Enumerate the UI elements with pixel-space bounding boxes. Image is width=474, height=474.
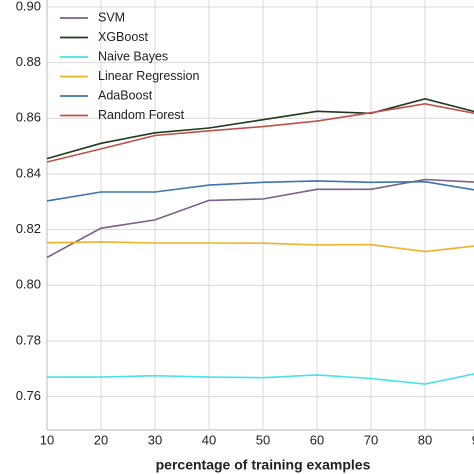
x-tick-label: 90 (472, 432, 474, 447)
legend-label: SVM (98, 10, 125, 24)
labels: 0.76 0.78 0.80 0.82 0.84 0.86 0.88 0.90 10 20 30 40… (16, 0, 474, 447)
x-tick-label: 70 (364, 432, 378, 447)
series-line (46, 97, 474, 160)
grid (46, 0, 474, 431)
x-axis-label: percentage of training examples (156, 457, 371, 473)
series-line (46, 102, 474, 163)
legend-label: Naive Bayes (98, 49, 168, 63)
y-tick-label: 0.82 (16, 221, 41, 236)
y-tick-label: 0.80 (16, 277, 41, 292)
x-tick-label: 40 (202, 432, 216, 447)
y-tick-label: 0.76 (16, 388, 41, 403)
x-tick-label: 10 (40, 432, 54, 447)
x-tick-label: 50 (256, 432, 270, 447)
legend-label: AdaBoost (98, 88, 153, 102)
y-tick-label: 0.90 (16, 0, 41, 13)
x-tick-label: 20 (94, 432, 108, 447)
legend-label: Linear Regression (98, 69, 199, 83)
legend-label: XGBoost (98, 30, 149, 44)
series-line (46, 178, 474, 259)
y-tick-label: 0.86 (16, 110, 41, 125)
y-tick-label: 0.84 (16, 165, 41, 180)
series-line (47, 373, 474, 385)
y-tick-label: 0.78 (16, 332, 41, 347)
x-tick-label: 60 (310, 432, 324, 447)
lines (46, 97, 474, 385)
x-tick-label: 30 (148, 432, 162, 447)
legend-label: Random Forest (98, 108, 185, 122)
series-line (46, 180, 474, 202)
x-tick-label: 80 (418, 432, 432, 447)
y-tick-label: 0.88 (16, 54, 41, 69)
series-line (46, 241, 474, 253)
